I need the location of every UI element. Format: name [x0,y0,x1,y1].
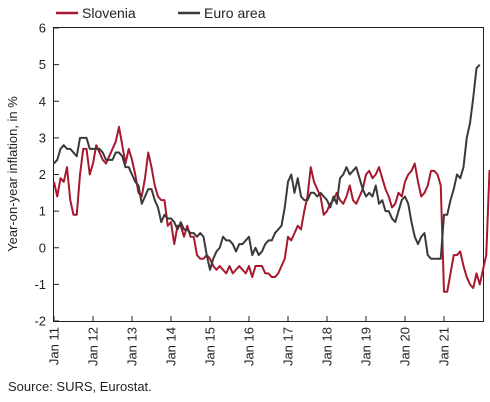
legend: Slovenia Euro area [56,5,266,21]
x-tick-label: Jan 13 [125,327,140,366]
y-axis-title: Year-on-year inflation, in % [5,96,20,252]
y-tick-label: -2 [34,314,46,329]
x-tick-label: Jan 15 [203,327,218,366]
y-tick-label: 6 [39,21,46,36]
x-tick-label: Jan 20 [398,327,413,366]
x-tick-label: Jan 21 [437,327,452,366]
y-tick-label: 5 [39,57,46,72]
y-axis-ticks: -2 -1 0 1 2 3 4 5 6 [34,21,59,329]
y-tick-label: 0 [39,240,46,255]
series-lines [53,63,490,293]
x-tick-label: Jan 11 [47,327,62,365]
x-tick-label: Jan 17 [281,327,296,366]
y-tick-label: 1 [39,204,46,219]
y-tick-label: -1 [34,277,46,292]
x-tick-label: Jan 14 [164,327,179,366]
y-tick-label: 3 [39,130,46,145]
source-note: Source: SURS, Eurostat. [8,379,152,394]
legend-label-slovenia: Slovenia [82,5,136,21]
y-tick-label: 4 [39,94,46,109]
x-tick-label: Jan 18 [320,327,335,366]
slovenia-line [53,125,490,293]
y-tick-label: 2 [39,167,46,182]
legend-label-euro-area: Euro area [204,5,266,21]
euro-area-line [53,63,481,271]
x-tick-label: Jan 19 [359,327,374,366]
x-tick-label: Jan 16 [242,327,257,366]
x-tick-label: Jan 12 [86,327,101,366]
plot-frame [53,27,484,322]
x-axis-ticks: Jan 11 Jan 12 Jan 13 Jan 14 Jan 15 Jan 16 Jan … [47,316,452,366]
